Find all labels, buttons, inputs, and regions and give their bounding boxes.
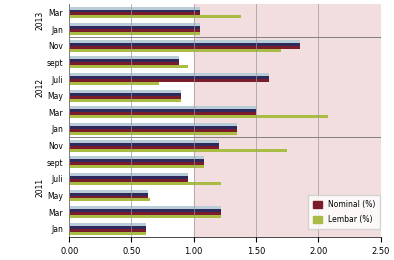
Bar [69,82,159,85]
Bar [69,46,300,49]
Bar [69,162,204,165]
Bar [69,40,300,43]
Bar [69,179,188,182]
Bar [69,65,188,68]
Bar [69,6,200,10]
Bar [69,140,219,143]
Bar [69,29,200,32]
Bar [69,109,256,112]
Bar [69,43,300,46]
Bar [69,146,219,148]
Bar [69,32,200,35]
Bar [69,159,204,162]
Bar [69,76,269,79]
Bar [69,106,256,109]
Bar [69,156,204,159]
Bar [194,4,394,237]
Bar [69,23,200,26]
Bar [69,193,148,196]
Bar [69,12,200,15]
Bar [69,182,221,185]
Bar [69,123,237,126]
Text: 2011: 2011 [35,178,44,197]
Bar [69,93,181,96]
Bar [69,176,188,179]
Bar [69,198,150,202]
Text: 2013: 2013 [35,11,44,30]
Bar [69,56,179,60]
Bar [69,196,148,198]
Bar [69,79,269,82]
Bar [69,129,237,132]
Bar [69,165,204,168]
Bar [69,212,221,215]
Bar [69,143,219,146]
Bar [69,49,281,52]
Bar [69,73,269,76]
Bar [69,173,188,176]
Bar [69,126,237,129]
Bar [69,10,200,12]
Bar [69,215,221,218]
Bar [69,62,179,65]
Bar [69,60,179,62]
Text: 2012: 2012 [35,78,44,97]
Bar [69,148,287,152]
Bar [69,223,147,226]
Bar [69,232,147,235]
Legend: Nominal (%), Lembar (%): Nominal (%), Lembar (%) [308,195,380,229]
Bar [69,90,181,93]
Bar [69,226,147,229]
Bar [69,112,256,115]
Bar [69,209,221,212]
Bar [69,96,181,99]
Bar [69,190,148,193]
Bar [69,229,147,232]
Bar [69,26,200,29]
Bar [69,115,328,118]
Bar [69,15,241,18]
Bar [69,206,221,209]
Bar [69,132,237,135]
Bar [69,99,181,102]
